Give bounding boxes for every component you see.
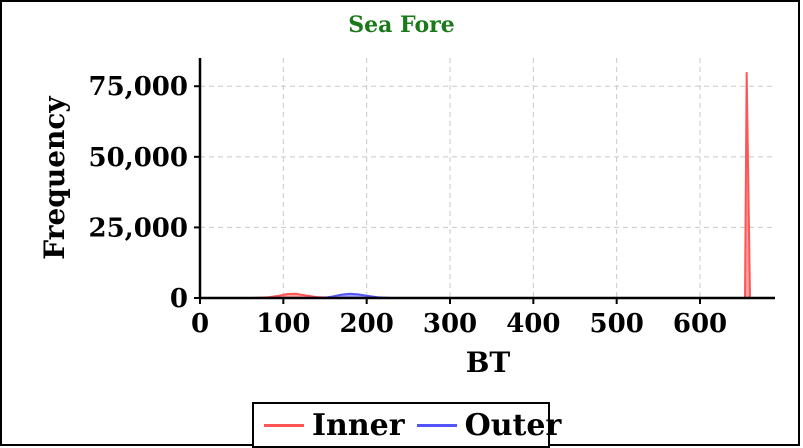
x-tick-label: 200: [340, 309, 394, 339]
x-tick-label: 300: [423, 309, 477, 339]
series-areas: [200, 72, 751, 299]
y-tick-label: 50,000: [88, 143, 188, 173]
legend-swatch-inner: [264, 423, 304, 427]
legend-item-inner: Inner: [264, 408, 405, 443]
axes: 0 100 200 300 400 500 600 0 25,000 50,000 75,000: [88, 58, 775, 339]
x-tick-label: 500: [590, 309, 644, 339]
legend: Inner Outer: [252, 402, 561, 448]
x-tick-label: 0: [191, 309, 209, 339]
y-tick-label: 75,000: [88, 72, 188, 102]
legend-label-inner: Inner: [312, 407, 405, 443]
series-line-inner: [200, 72, 751, 299]
x-axis-label: BT: [466, 346, 511, 379]
y-tick-label: 0: [170, 284, 188, 314]
legend-swatch-outer: [416, 423, 457, 427]
legend-label-outer: Outer: [464, 407, 562, 443]
x-tick-label: 400: [506, 309, 560, 339]
y-tick-label: 25,000: [88, 213, 188, 243]
legend-item-outer: Outer: [416, 407, 562, 443]
grid: [200, 58, 775, 298]
x-tick-label: 600: [673, 309, 727, 339]
chart-title: Sea Fore: [348, 12, 455, 38]
x-tick-label: 100: [256, 309, 310, 339]
y-axis-label: Frequency: [38, 96, 71, 260]
series-area-inner: [200, 72, 750, 298]
